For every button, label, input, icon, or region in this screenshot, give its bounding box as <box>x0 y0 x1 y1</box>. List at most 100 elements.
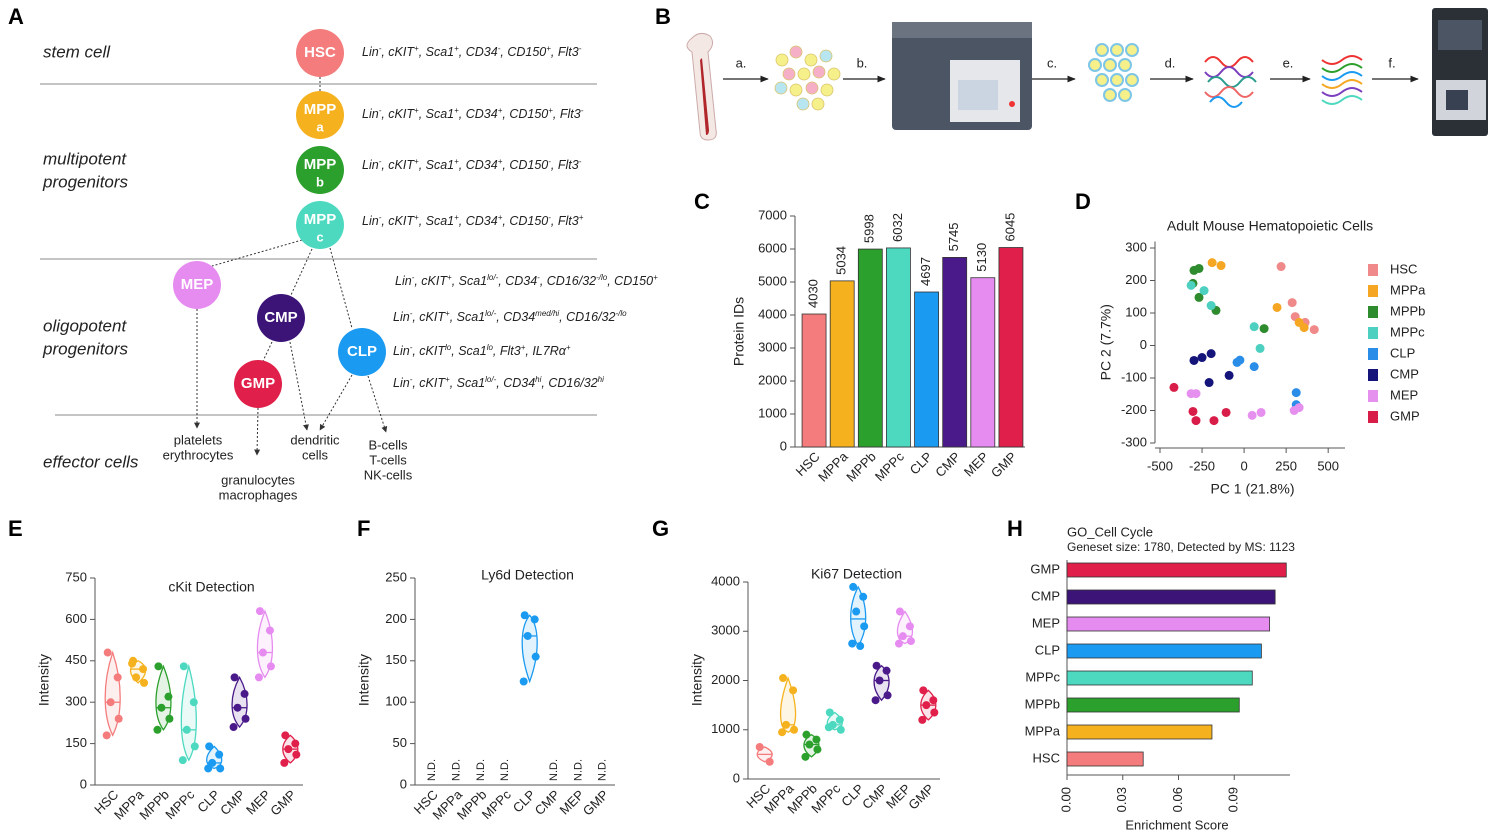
marker-name: , CD34 <box>459 107 498 121</box>
tier-label: progenitors <box>42 339 129 358</box>
x-tick-label: MPPc <box>872 449 907 484</box>
data-point <box>779 674 788 683</box>
panel-letter: D <box>1075 189 1091 214</box>
marker-text: Lin-, cKIT+, Sca1lo/-, CD34hi, CD16/32hi <box>393 375 604 391</box>
marker-name: , Flt3 <box>551 214 579 228</box>
not-detected-label: N.D. <box>572 759 584 781</box>
bar <box>857 248 883 448</box>
y-tick-label: 2000 <box>711 672 740 687</box>
data-point <box>520 611 529 620</box>
scatter-point <box>1291 388 1301 398</box>
scatter-point <box>1276 262 1286 272</box>
data-point <box>204 764 213 773</box>
effector-label: erythrocytes <box>163 447 234 462</box>
y-tick-label: 0 <box>780 438 787 453</box>
data-point <box>813 745 822 754</box>
bar <box>829 280 855 448</box>
scatter-point <box>1259 324 1269 334</box>
x-tick-label: 0.00 <box>1058 787 1073 812</box>
legend-label: CLP <box>1390 345 1415 360</box>
data-point <box>871 696 880 705</box>
marker-name: , cKIT <box>381 158 415 172</box>
marker-sup: - <box>498 44 501 53</box>
marker-sup: hi <box>535 375 541 384</box>
data-point <box>755 742 764 751</box>
data-point <box>132 673 141 682</box>
bar <box>914 291 939 448</box>
tier-label: oligopotent <box>43 316 127 335</box>
y-axis-label: Protein IDs <box>731 297 747 366</box>
bar-value-label: 6032 <box>890 213 905 242</box>
cell-node <box>296 91 344 139</box>
data-point <box>153 725 162 734</box>
data-point <box>157 703 166 712</box>
data-point <box>860 622 869 631</box>
violin <box>521 614 538 684</box>
hierarchy-lines <box>40 77 597 456</box>
data-point <box>189 698 198 707</box>
marker-name: , IL7Rα <box>525 344 566 358</box>
data-point <box>182 725 191 734</box>
data-point <box>229 723 238 732</box>
scatter-point <box>1197 353 1207 363</box>
bar <box>1066 697 1240 713</box>
marker-sup: + <box>447 273 452 282</box>
marker-sup: - <box>379 157 382 166</box>
data-point <box>179 662 188 671</box>
data-point <box>265 626 274 635</box>
data-point <box>875 676 884 685</box>
marker-sup: - <box>548 157 551 166</box>
marker-text: Lin-, cKIT+, Sca1+, CD34+, CD150+, Flt3- <box>362 106 584 122</box>
marker-name: , CD16/32 <box>540 274 596 288</box>
y-tick-label: 100 <box>1125 304 1147 319</box>
node-label: MPP <box>304 211 337 228</box>
x-axis-label: Enrichment Score <box>1125 817 1228 832</box>
step-label: d. <box>1165 55 1176 70</box>
effector-label: macrophages <box>219 487 298 502</box>
node-label: MPP <box>304 156 337 173</box>
marker-sup: + <box>454 213 459 222</box>
marker-sup: - <box>579 157 582 166</box>
tier-label: multipotent <box>43 149 127 168</box>
scatter-point <box>1191 389 1201 399</box>
data-point <box>882 666 891 675</box>
scatter-point <box>1247 410 1257 420</box>
data-point <box>782 720 791 729</box>
marker-sup: - <box>537 273 540 282</box>
marker-name: , Sca1 <box>419 214 454 228</box>
bar-value-label: 5745 <box>946 222 961 251</box>
scatter-point <box>1224 370 1234 380</box>
marker-name: , CD150 <box>502 107 548 121</box>
marker-sup: - <box>410 343 413 352</box>
marker-sup: + <box>653 273 658 282</box>
legend-label: MPPc <box>1390 324 1425 339</box>
x-tick-label: -250 <box>1189 458 1215 473</box>
step-label: f. <box>1388 55 1395 70</box>
y-tick-label: MPPa <box>1025 723 1061 738</box>
marker-sup: + <box>414 213 419 222</box>
marker-text: Lin-, cKIT+, Sca1+, CD34+, CD150-, Flt3- <box>362 157 582 173</box>
node-sublabel: b <box>316 174 324 189</box>
data-point <box>240 689 249 698</box>
marker-text: Lin-, cKIT+, Sca1lo/-, CD34-, CD16/32-/l… <box>395 273 658 289</box>
legend-swatch <box>1368 348 1378 360</box>
bar <box>886 247 911 448</box>
bar <box>1066 724 1213 740</box>
x-tick-label: GMP <box>905 781 937 813</box>
marker-name: , CD150 <box>502 214 548 228</box>
y-tick-label: -300 <box>1121 434 1147 449</box>
x-tick-label: GMP <box>988 449 1020 481</box>
y-tick-label: 200 <box>385 611 407 626</box>
scatter-point <box>1255 343 1265 353</box>
bar <box>1066 670 1253 686</box>
y-tick-label: 750 <box>65 569 87 584</box>
effector-label: platelets <box>174 432 223 447</box>
data-point <box>154 662 163 671</box>
legend-swatch <box>1368 411 1378 423</box>
panel-letter: E <box>8 516 23 541</box>
x-tick-label: CLP <box>510 787 538 815</box>
bar <box>801 313 827 448</box>
marker-sup: - <box>410 375 413 384</box>
marker-name: Lin <box>362 45 379 59</box>
y-tick-label: CLP <box>1035 642 1060 657</box>
